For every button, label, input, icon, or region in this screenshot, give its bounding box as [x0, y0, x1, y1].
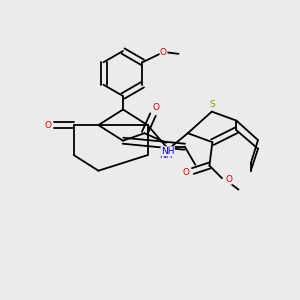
Text: O: O: [152, 103, 160, 112]
Text: NH: NH: [161, 147, 174, 156]
Text: O: O: [160, 47, 167, 56]
Text: O: O: [225, 175, 232, 184]
Text: S: S: [209, 100, 215, 109]
Text: O: O: [183, 168, 190, 177]
Text: NH: NH: [160, 151, 173, 160]
Text: O: O: [44, 121, 51, 130]
